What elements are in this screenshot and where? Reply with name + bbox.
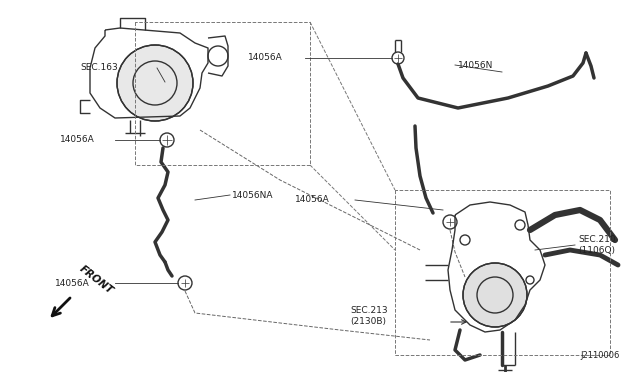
Text: 14056NA: 14056NA: [232, 190, 273, 199]
Text: 14056A: 14056A: [55, 279, 90, 288]
Text: 14056A: 14056A: [295, 196, 330, 205]
Text: SEC.210
(1106Q): SEC.210 (1106Q): [578, 235, 616, 255]
Text: 14056N: 14056N: [458, 61, 493, 70]
Text: SEC.163: SEC.163: [80, 64, 118, 73]
Circle shape: [160, 133, 174, 147]
Text: 14056A: 14056A: [60, 135, 95, 144]
Circle shape: [178, 276, 192, 290]
Circle shape: [443, 215, 457, 229]
Circle shape: [463, 263, 527, 327]
Text: 14056A: 14056A: [248, 54, 283, 62]
Text: FRONT: FRONT: [78, 264, 115, 296]
Circle shape: [117, 45, 193, 121]
Text: J2110006: J2110006: [580, 351, 620, 360]
Text: SEC.213
(2130B): SEC.213 (2130B): [350, 306, 388, 326]
Circle shape: [392, 52, 404, 64]
